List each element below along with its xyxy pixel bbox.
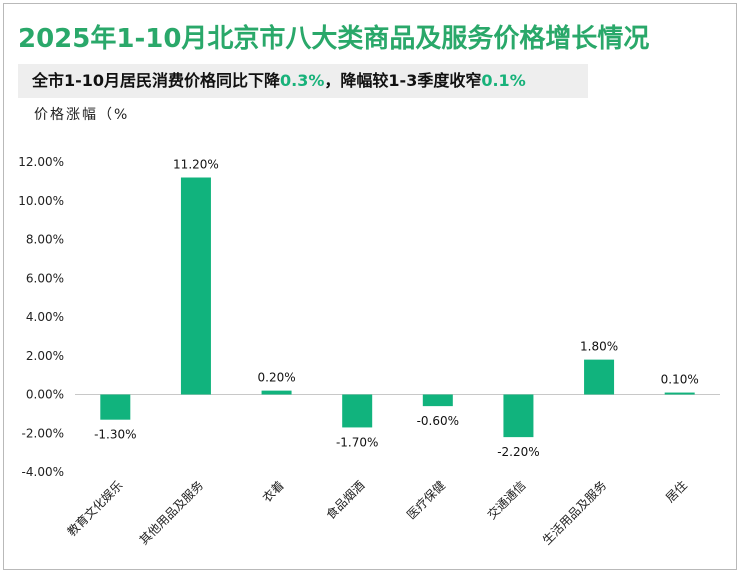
bar [664, 392, 695, 395]
data-label: 11.20% [173, 158, 219, 172]
bar [261, 390, 292, 395]
bar [180, 177, 211, 395]
data-label: 0.20% [258, 371, 296, 385]
subtitle-highlight-2: 0.1% [481, 71, 526, 90]
x-tick-label: 生活用品及服务 [539, 478, 609, 548]
data-label: -1.30% [94, 428, 136, 442]
x-tick-label: 食品烟酒 [323, 478, 368, 523]
page-title: 2025年1-10月北京市八大类商品及服务价格增长情况 [18, 24, 650, 54]
subtitle-text-2: ，降幅较1-3季度收窄 [324, 71, 482, 90]
x-tick-label: 教育文化娱乐 [64, 478, 126, 540]
y-tick-label: 0.00% [26, 388, 64, 402]
y-tick-label: 6.00% [26, 271, 64, 285]
y-tick-label: 2.00% [26, 349, 64, 363]
subtitle-text-1: 全市1-10月居民消费价格同比下降 [32, 71, 281, 90]
y-tick-label: -4.00% [22, 465, 64, 479]
bar [100, 394, 131, 420]
y-tick-label: 8.00% [26, 233, 64, 247]
subtitle: 全市1-10月居民消费价格同比下降0.3%，降幅较1-3季度收窄0.1% [18, 64, 526, 98]
subtitle-background [18, 64, 588, 98]
x-tick-label: 居住 [663, 478, 690, 505]
y-tick-label: 10.00% [18, 194, 64, 208]
data-label: -0.60% [417, 414, 459, 428]
x-tick-label: 其他用品及服务 [136, 478, 206, 548]
bar [584, 359, 615, 395]
data-label: -1.70% [336, 435, 378, 449]
y-tick-label: -2.00% [22, 426, 64, 440]
y-tick-label: 4.00% [26, 310, 64, 324]
x-tick-label: 衣着 [259, 478, 287, 506]
data-label: 1.80% [580, 340, 618, 354]
x-tick-label: 医疗保健 [404, 478, 448, 522]
bar [503, 394, 534, 438]
y-tick-label: 12.00% [18, 155, 64, 169]
subtitle-highlight-1: 0.3% [280, 71, 325, 90]
data-label: 0.10% [661, 373, 699, 387]
bar [342, 394, 373, 428]
y-axis-label: 价格涨幅（% [34, 107, 130, 123]
x-tick-label: 交通通信 [484, 478, 529, 523]
bar [422, 394, 453, 407]
data-label: -2.20% [497, 445, 539, 459]
